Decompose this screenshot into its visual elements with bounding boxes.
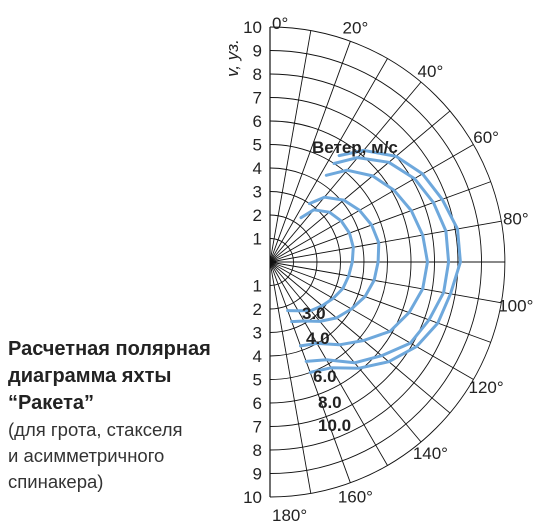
- speed-tick-label: 6: [253, 112, 262, 131]
- caption-subtitle-line: спинакера): [8, 471, 104, 492]
- speed-tick-label: 9: [253, 42, 262, 61]
- speed-tick-label: 10: [243, 18, 262, 37]
- series-line-4-0: [290, 195, 381, 324]
- speed-tick-label: 8: [253, 441, 262, 460]
- series-label: 3.0: [302, 304, 326, 323]
- speed-tick-label: 4: [253, 159, 262, 178]
- caption-title-line: Расчетная полярная: [8, 338, 211, 360]
- angle-tick-label: 0°: [272, 14, 288, 33]
- speed-tick-label: 7: [253, 89, 262, 108]
- series-line-3-0: [286, 208, 355, 313]
- grid-spoke: [269, 261, 474, 380]
- polar-series: [286, 148, 462, 374]
- speed-tick-label: 10: [243, 488, 262, 507]
- series-label: 8.0: [318, 393, 342, 412]
- caption-subtitle-line: (для грота, стакселя: [8, 419, 183, 440]
- caption: Расчетная полярная диаграмма яхты “Ракет…: [8, 336, 268, 495]
- angle-tick-label: 40°: [418, 62, 444, 81]
- grid-spoke: [269, 58, 388, 263]
- series-label: 4.0: [306, 329, 330, 348]
- grid-spoke: [269, 220, 502, 263]
- angle-tick-label: 180°: [272, 506, 307, 524]
- grid-spoke: [269, 261, 502, 304]
- speed-tick-label: 9: [253, 465, 262, 484]
- speed-tick-label: 3: [253, 324, 262, 343]
- speed-tick-label: 1: [253, 277, 262, 296]
- speed-tick-label: 2: [253, 206, 262, 225]
- caption-subtitle-line: и асимметричного: [8, 445, 165, 466]
- angle-tick-label: 20°: [343, 19, 369, 38]
- speed-tick-label: 5: [253, 136, 262, 155]
- grid-spoke: [269, 110, 451, 263]
- speed-tick-label: 4: [253, 347, 262, 366]
- grid-spoke: [269, 144, 474, 263]
- angle-tick-label: 140°: [413, 444, 448, 463]
- angle-tick-label: 100°: [498, 296, 533, 315]
- grid-spoke: [269, 261, 491, 343]
- speed-axis-label: v, уз.: [223, 39, 242, 77]
- speed-tick-label: 1: [253, 230, 262, 249]
- grid-spoke: [269, 181, 491, 263]
- series-line-6-0: [299, 168, 429, 348]
- speed-tick-label: 8: [253, 65, 262, 84]
- angle-tick-label: 80°: [503, 210, 529, 229]
- angle-tick-label: 160°: [338, 488, 373, 507]
- speed-tick-label: 5: [253, 371, 262, 390]
- grid-spoke: [269, 261, 388, 466]
- speed-tick-label: 2: [253, 300, 262, 319]
- polar-grid: [269, 26, 506, 498]
- series-label: 10.0: [318, 416, 351, 435]
- grid-spoke: [269, 41, 351, 263]
- grid-spoke: [269, 261, 451, 414]
- speed-tick-label: 7: [253, 418, 262, 437]
- series-line-10-0: [308, 148, 462, 374]
- series-label: 6.0: [313, 367, 337, 386]
- series-line-8-0: [304, 156, 451, 365]
- grid-spoke: [269, 261, 422, 443]
- speed-tick-label: 6: [253, 394, 262, 413]
- angle-tick-label: 120°: [469, 378, 504, 397]
- speed-tick-label: 3: [253, 183, 262, 202]
- legend-title: Ветер, м/с: [312, 138, 398, 157]
- grid-spoke: [269, 261, 312, 494]
- caption-title-line: “Ракета”: [8, 392, 94, 414]
- caption-title-line: диаграмма яхты: [8, 365, 172, 387]
- angle-tick-label: 60°: [473, 128, 499, 147]
- grid-spoke: [269, 30, 312, 263]
